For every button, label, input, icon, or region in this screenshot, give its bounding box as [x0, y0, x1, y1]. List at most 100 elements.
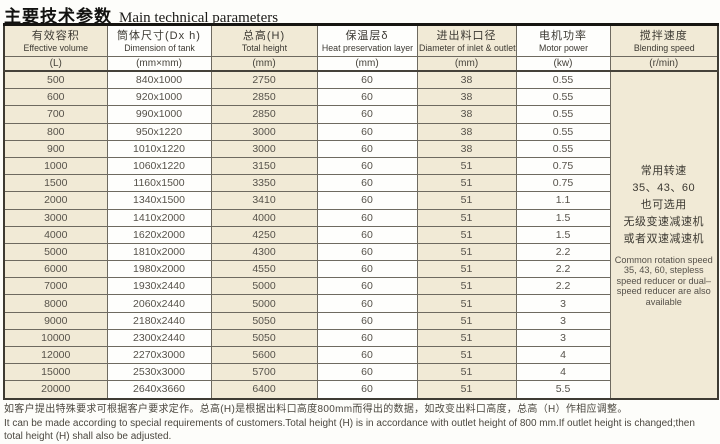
page-title-zh: 主要技术参数	[4, 7, 112, 26]
table-row: 20000 2640x3660 6400 60 51 5.5	[3, 380, 718, 400]
cell-dimension: 2060x2440	[106, 294, 212, 313]
cell-dimension: 1980x2000	[106, 260, 212, 279]
cell-height: 4000	[210, 208, 318, 227]
cell-dimension: 1930x2440	[106, 277, 212, 296]
table-header: 有效容积 Effective volume 筒体尺寸(Dx h) Dimensi…	[3, 24, 719, 72]
cell-diameter: 51	[416, 294, 517, 313]
cell-insulation: 60	[316, 294, 418, 313]
cell-height: 2850	[210, 105, 318, 124]
cell-volume: 6000	[3, 260, 108, 279]
cell-dimension: 1340x1500	[106, 191, 212, 210]
blending-speed-note-zh-line: 无级变速减速机	[623, 215, 704, 228]
table-row: 5000 1810x2000 4300 60 51 2.2	[3, 242, 718, 262]
cell-power: 0.75	[515, 156, 611, 176]
footer-note-en: It can be made according to special requ…	[4, 417, 695, 442]
cell-dimension: 920x1000	[106, 88, 212, 107]
table-row: 1500 1160x1500 3350 60 51 0.75	[3, 174, 718, 193]
cell-volume: 600	[3, 88, 108, 107]
cell-volume: 3000	[3, 208, 108, 227]
table-row: 15000 2530x3000 5700 60 51 4	[3, 363, 718, 382]
cell-power: 4	[515, 345, 611, 365]
cell-diameter: 38	[416, 122, 517, 141]
col-header-height-en: Total height	[241, 42, 287, 53]
col-header-power: 电机功率 Motor power	[515, 24, 611, 57]
page-title: 主要技术参数 Main technical parameters	[0, 0, 720, 26]
cell-diameter: 51	[416, 311, 517, 330]
cell-diameter: 51	[416, 328, 517, 348]
cell-diameter: 51	[416, 156, 517, 176]
cell-height: 5700	[210, 363, 318, 382]
cell-power: 3	[515, 328, 611, 348]
cell-power: 0.75	[515, 174, 611, 193]
cell-volume: 1500	[3, 174, 108, 193]
unit-dimension: (mm×mm)	[106, 56, 212, 72]
blending-speed-note-zh-line: 35、43、60	[632, 181, 696, 194]
cell-insulation: 60	[316, 191, 418, 210]
table-row: 500 840x1000 2750 60 38 0.55 常用转速 35、43、60 也可选用无…	[3, 70, 719, 400]
table-body: 500 840x1000 2750 60 38 0.55 常用转速 35、43、60 也可选用无…	[3, 70, 719, 400]
cell-diameter: 51	[416, 208, 517, 227]
cell-insulation: 60	[316, 105, 418, 124]
cell-diameter: 51	[416, 225, 517, 244]
cell-dimension: 1410x2000	[106, 208, 212, 227]
cell-dimension: 840x1000	[106, 70, 212, 90]
cell-height: 2750	[210, 70, 318, 90]
blending-speed-note-en: Common rotation speed 35, 43, 60, steple…	[614, 254, 713, 307]
col-header-dimension-en: Dimension of tank	[123, 42, 195, 53]
cell-insulation: 60	[316, 311, 418, 330]
cell-height: 3000	[210, 122, 318, 141]
cell-dimension: 950x1220	[106, 122, 212, 141]
cell-dimension: 2270x3000	[106, 345, 212, 365]
cell-dimension: 990x1000	[106, 105, 212, 124]
cell-height: 3150	[210, 156, 318, 176]
cell-power: 2.2	[515, 242, 611, 262]
cell-dimension: 1810x2000	[106, 242, 212, 262]
footer-note: 如客户提出特殊要求可根据客户要求定作。总高(H)是根据出料口高度800mm而得出…	[0, 400, 720, 443]
cell-volume: 8000	[3, 294, 108, 313]
cell-volume: 10000	[3, 328, 108, 348]
col-header-diameter-en: Diameter of inlet & outlet	[418, 42, 516, 53]
col-header-insulation-zh: 保温层δ	[345, 29, 389, 42]
cell-diameter: 51	[416, 242, 517, 262]
cell-diameter: 51	[416, 345, 517, 365]
footer-note-zh: 如客户提出特殊要求可根据客户要求定作。总高(H)是根据出料口高度800mm而得出…	[4, 403, 628, 415]
cell-volume: 4000	[3, 225, 108, 244]
col-header-insulation: 保温层δ Heat preservation layer	[316, 24, 418, 57]
cell-dimension: 2300x2440	[106, 328, 212, 348]
col-header-speed-en: Blending speed	[633, 42, 695, 53]
col-header-dimension-zh: 筒体尺寸(Dx h)	[117, 29, 201, 42]
cell-power: 2.2	[515, 277, 611, 296]
cell-volume: 7000	[3, 277, 108, 296]
cell-power: 4	[515, 363, 611, 382]
col-header-height: 总高(H) Total height	[210, 24, 318, 57]
cell-height: 2850	[210, 88, 318, 107]
cell-dimension: 1010x1220	[106, 139, 212, 158]
col-header-power-zh: 电机功率	[539, 29, 587, 42]
cell-insulation: 60	[316, 242, 418, 262]
cell-dimension: 1160x1500	[106, 174, 212, 193]
cell-power: 0.55	[515, 88, 611, 107]
page-title-en: Main technical parameters	[119, 10, 279, 26]
cell-power: 2.2	[515, 260, 611, 279]
cell-height: 5050	[210, 328, 318, 348]
cell-volume: 500	[3, 70, 108, 90]
unit-speed: (r/min)	[609, 56, 719, 72]
cell-power: 0.55	[515, 139, 611, 158]
cell-dimension: 2640x3660	[106, 380, 212, 400]
cell-height: 5600	[210, 345, 318, 365]
col-header-diameter: 进出料口径 Diameter of inlet & outlet	[416, 24, 517, 57]
table-row: 10000 2300x2440 5050 60 51 3	[3, 328, 718, 348]
cell-height: 3410	[210, 191, 318, 210]
cell-height: 6400	[210, 380, 318, 400]
cell-volume: 1000	[3, 156, 108, 176]
cell-insulation: 60	[316, 260, 418, 279]
blending-speed-note-zh-line: 也可选用	[640, 198, 687, 211]
table-row: 6000 1980x2000 4550 60 51 2.2	[3, 260, 718, 279]
cell-insulation: 60	[316, 174, 418, 193]
cell-diameter: 38	[416, 139, 517, 158]
unit-insulation: (mm)	[316, 56, 418, 72]
cell-insulation: 60	[316, 328, 418, 348]
cell-height: 4550	[210, 260, 318, 279]
cell-volume: 700	[3, 105, 108, 124]
cell-power: 3	[515, 294, 611, 313]
